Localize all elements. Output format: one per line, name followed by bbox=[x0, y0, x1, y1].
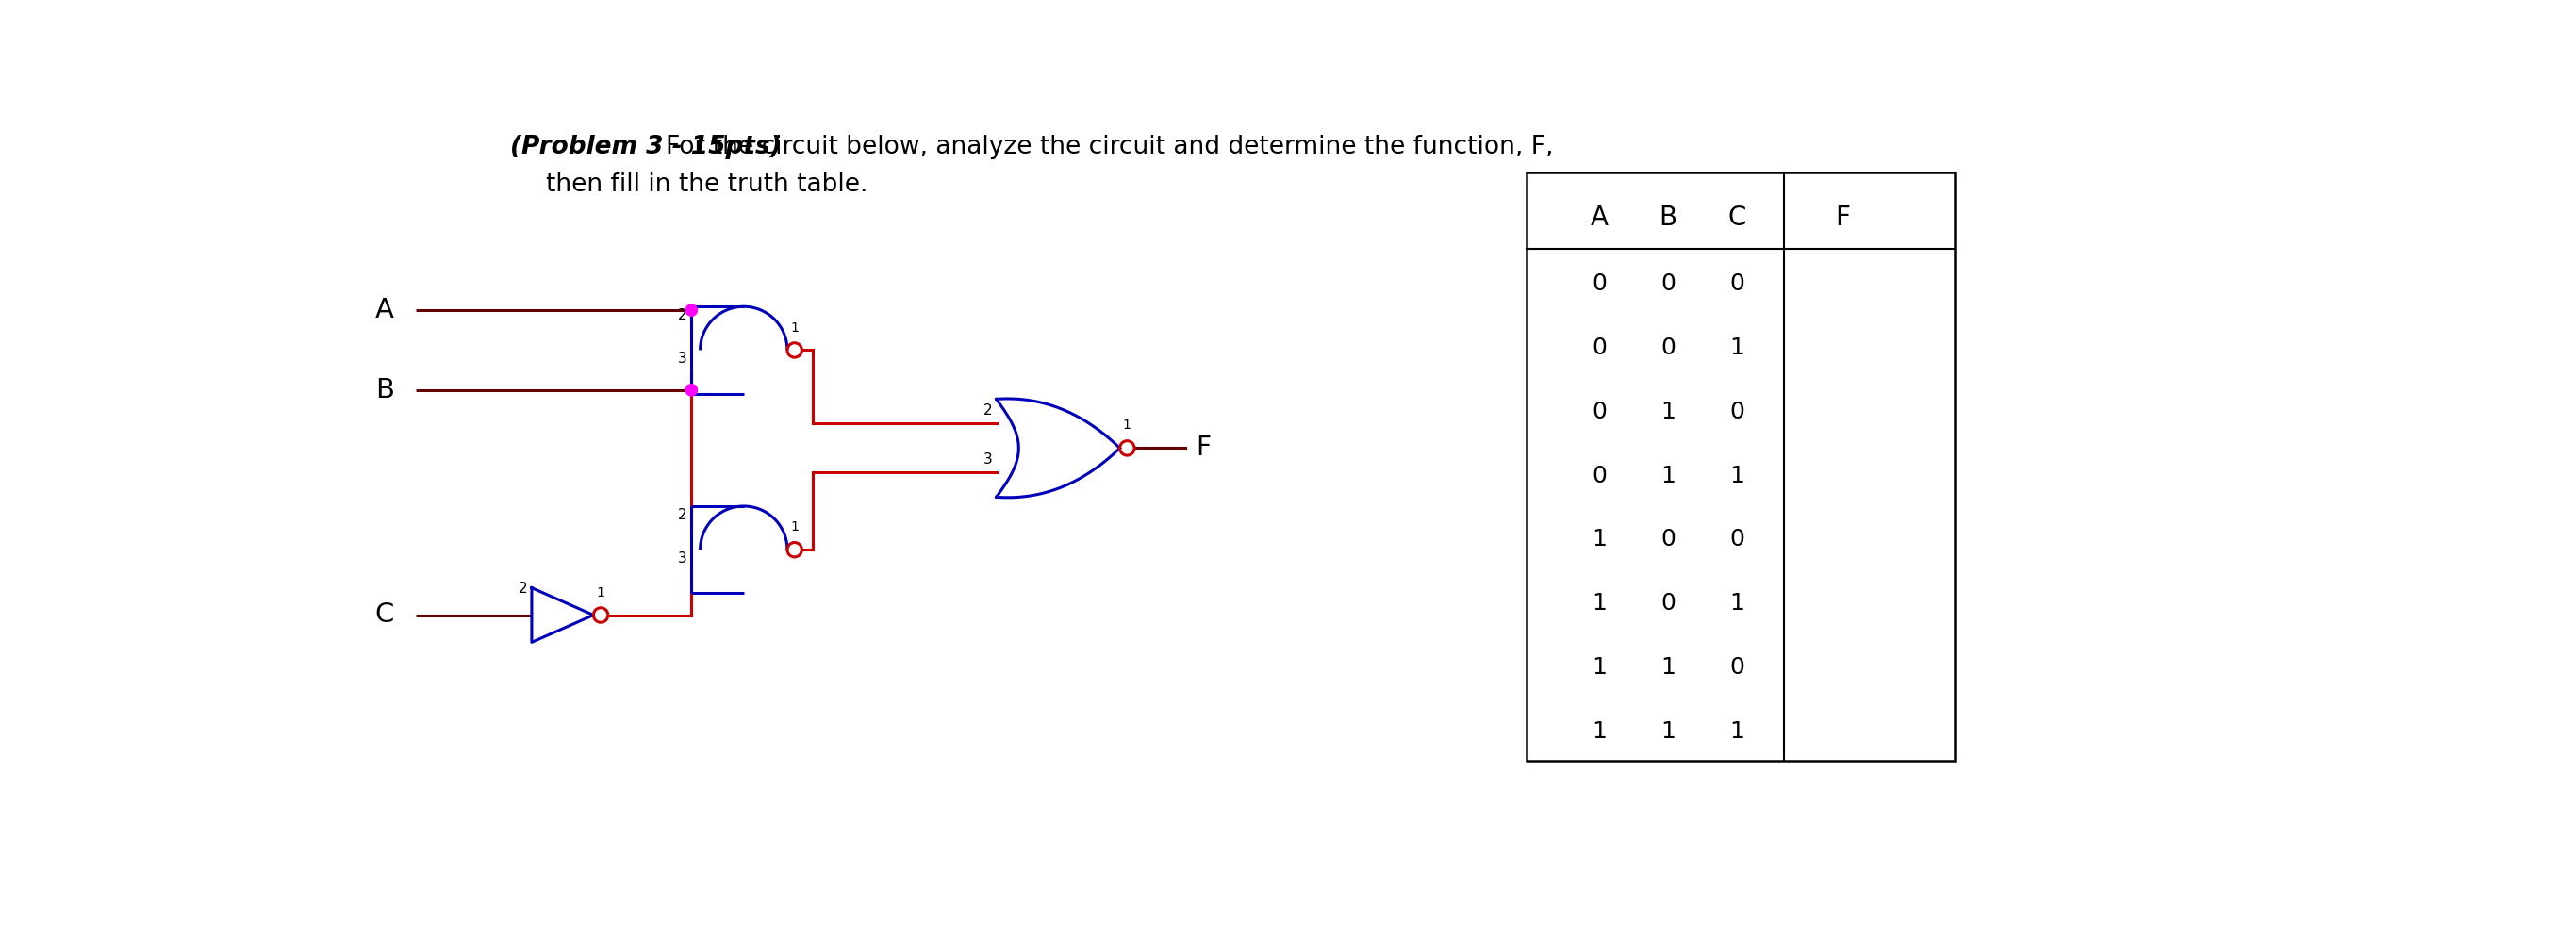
Text: 1: 1 bbox=[1592, 592, 1607, 615]
Text: 1: 1 bbox=[1728, 720, 1744, 743]
Bar bbox=[1528, 172, 1955, 761]
Text: 0: 0 bbox=[1592, 272, 1607, 295]
Text: 0: 0 bbox=[1592, 336, 1607, 359]
Text: 1: 1 bbox=[791, 521, 799, 534]
Text: 0: 0 bbox=[1592, 400, 1607, 423]
Text: 0: 0 bbox=[1662, 592, 1674, 615]
Text: 1: 1 bbox=[1662, 720, 1674, 743]
Text: 2: 2 bbox=[677, 308, 688, 323]
Text: 2: 2 bbox=[518, 582, 528, 595]
Text: (Problem 3 - 15pts): (Problem 3 - 15pts) bbox=[510, 134, 781, 159]
Text: 1: 1 bbox=[791, 321, 799, 334]
Text: 0: 0 bbox=[1728, 272, 1744, 295]
Text: 1: 1 bbox=[1728, 336, 1744, 359]
Text: 1: 1 bbox=[1728, 465, 1744, 486]
Text: 3: 3 bbox=[984, 452, 992, 466]
Text: 0: 0 bbox=[1592, 465, 1607, 486]
Text: 0: 0 bbox=[1662, 336, 1674, 359]
Text: 1: 1 bbox=[1662, 400, 1674, 423]
Text: 1: 1 bbox=[1123, 419, 1131, 432]
Text: 1: 1 bbox=[1728, 592, 1744, 615]
Text: 0: 0 bbox=[1728, 656, 1744, 679]
Text: B: B bbox=[376, 377, 394, 404]
Text: B: B bbox=[1659, 204, 1677, 230]
Text: 0: 0 bbox=[1662, 528, 1674, 551]
Text: 3: 3 bbox=[677, 551, 688, 565]
Text: 2: 2 bbox=[984, 404, 992, 418]
Text: A: A bbox=[376, 297, 394, 324]
Circle shape bbox=[685, 385, 698, 396]
Text: 3: 3 bbox=[677, 351, 688, 366]
Text: For the circuit below, analyze the circuit and determine the function, F,: For the circuit below, analyze the circu… bbox=[667, 134, 1553, 159]
Text: 2: 2 bbox=[677, 507, 688, 522]
Text: 1: 1 bbox=[1662, 465, 1674, 486]
Text: 1: 1 bbox=[598, 585, 605, 599]
Text: C: C bbox=[1728, 204, 1747, 230]
Text: 0: 0 bbox=[1662, 272, 1674, 295]
Text: 1: 1 bbox=[1662, 656, 1674, 679]
Text: 1: 1 bbox=[1592, 720, 1607, 743]
Text: C: C bbox=[374, 602, 394, 628]
Text: A: A bbox=[1589, 204, 1607, 230]
Text: 0: 0 bbox=[1728, 400, 1744, 423]
Text: then fill in the truth table.: then fill in the truth table. bbox=[546, 172, 868, 197]
Text: F: F bbox=[1834, 204, 1850, 230]
Circle shape bbox=[685, 305, 698, 316]
Text: 1: 1 bbox=[1592, 528, 1607, 551]
Text: 0: 0 bbox=[1728, 528, 1744, 551]
Text: F: F bbox=[1195, 435, 1211, 462]
Text: 1: 1 bbox=[1592, 656, 1607, 679]
